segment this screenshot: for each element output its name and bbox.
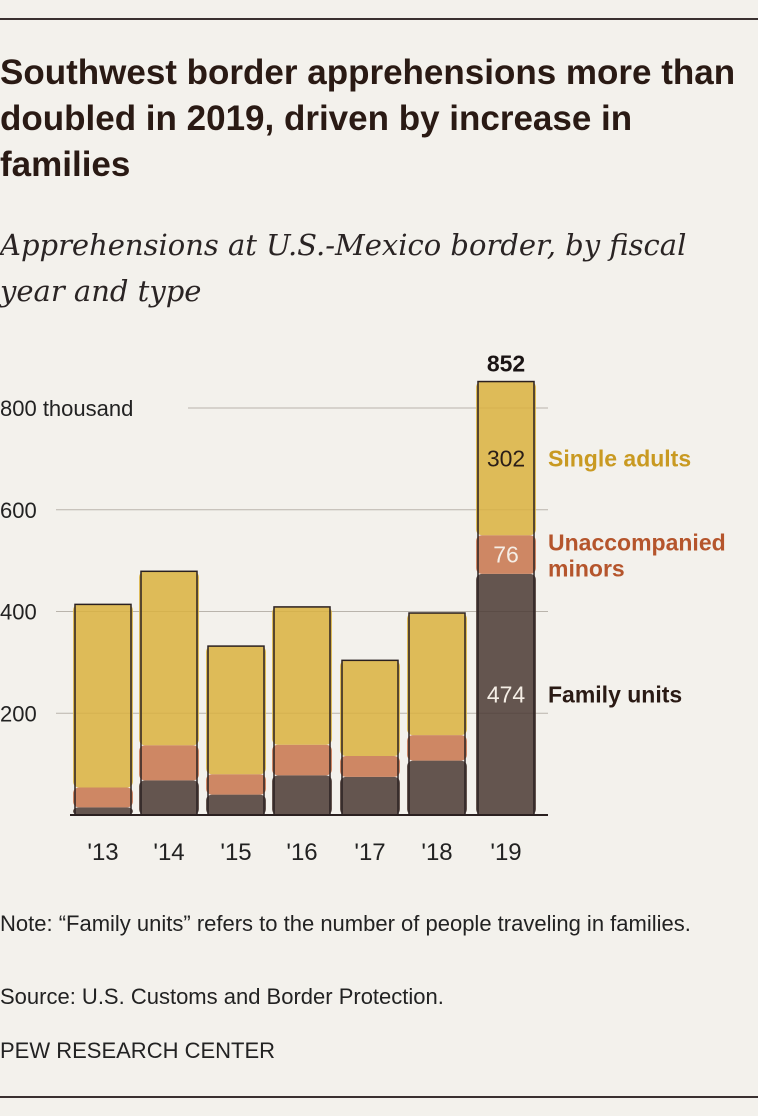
y-tick-label: 400 <box>0 600 37 625</box>
data-label: 474 <box>487 681 526 707</box>
x-tick-label: '14 <box>153 839 184 866</box>
data-label: 302 <box>487 445 525 471</box>
y-tick-label: 200 <box>0 701 37 726</box>
brand-logo: PEW RESEARCH CENTER <box>0 1038 276 1063</box>
bar-segment <box>407 735 467 761</box>
bar-segment <box>73 604 133 788</box>
bar-segment <box>206 774 266 795</box>
bar-segment <box>139 571 199 746</box>
bar-segment <box>139 745 199 781</box>
bar-segment <box>340 660 400 756</box>
x-tick-label: '18 <box>421 839 452 866</box>
bar-segment <box>73 807 133 815</box>
bar-segment <box>476 573 536 815</box>
bar-segment <box>272 744 332 776</box>
x-tick-label: '19 <box>490 839 521 866</box>
bar-segment <box>206 794 266 815</box>
source: Source: U.S. Customs and Border Protecti… <box>0 984 444 1009</box>
bar-segment <box>340 755 400 777</box>
total-label: 852 <box>487 351 525 377</box>
y-tick-label: 800 thousand <box>0 396 133 421</box>
bar-segment <box>272 606 332 745</box>
stacked-bar-chart: 200 400 600 800 thousand '13 '14 '15 '16 '17 '18 '… <box>0 351 726 866</box>
bar-segment <box>476 381 536 536</box>
legend-family-units: Family units <box>548 681 682 707</box>
legend-unaccompanied-minors-line2: minors <box>548 556 625 582</box>
chart-title: Southwest border apprehensions more than… <box>0 53 736 184</box>
legend-unaccompanied-minors: Unaccompanied <box>548 530 726 556</box>
bottom-rule <box>0 1096 758 1098</box>
top-rule <box>0 18 758 20</box>
bar-segment <box>206 646 266 775</box>
bar-segment <box>407 613 467 736</box>
note: Note: “Family units” refers to the numbe… <box>0 911 691 936</box>
bar-segment <box>476 535 536 574</box>
x-tick-label: '17 <box>354 839 385 866</box>
chart-subtitle: Apprehensions at U.S.-Mexico border, by … <box>0 228 687 308</box>
legend-single-adults: Single adults <box>548 445 691 471</box>
bar-segment <box>73 787 133 808</box>
bar-segment <box>272 775 332 815</box>
x-tick-label: '13 <box>87 839 118 866</box>
x-tick-label: '16 <box>286 839 317 866</box>
x-tick-label: '15 <box>220 839 251 866</box>
bar-segment <box>407 760 467 815</box>
bar-segment <box>139 780 199 815</box>
data-label: 76 <box>493 542 519 568</box>
bar-segment <box>340 776 400 815</box>
y-tick-label: 600 <box>0 498 37 523</box>
